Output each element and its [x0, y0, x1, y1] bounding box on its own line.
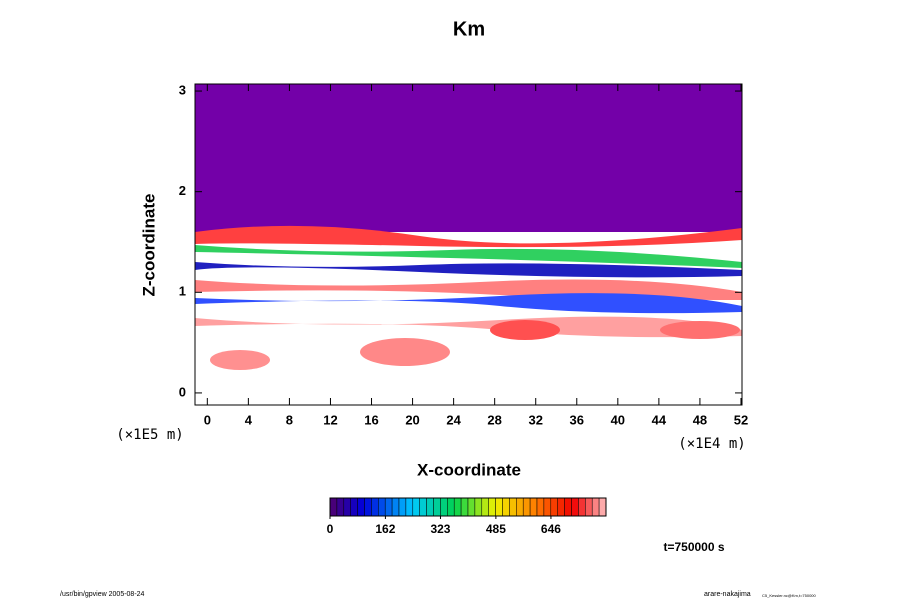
field: [194, 83, 743, 406]
colorbar-tick-label: 162: [375, 522, 395, 536]
colorbar-tick-label: 646: [541, 522, 561, 536]
chart-title: Km: [453, 18, 485, 40]
field-band: [195, 316, 742, 338]
colorbar-cell: [495, 497, 503, 517]
colorbar-cell: [522, 497, 531, 517]
field-band: [195, 293, 742, 314]
colorbar-cell: [502, 497, 510, 517]
field-blob: [660, 321, 740, 339]
field-band: [195, 225, 742, 248]
x-tick-label: 48: [693, 412, 707, 427]
colorbar-cell: [591, 497, 600, 517]
colorbar-cell: [564, 497, 572, 517]
x-tick-label: 52: [734, 412, 748, 427]
time-label: t=750000 s: [663, 540, 724, 554]
footer-right-small: C5_Kessler.nc@Km,t=750000: [762, 593, 817, 598]
x-tick-label: 0: [204, 412, 211, 427]
colorbar-cell: [460, 497, 469, 517]
colorbar-cell: [543, 497, 552, 517]
colorbar-cell: [364, 497, 372, 517]
y-tick-label: 2: [179, 183, 186, 198]
colorbar-tick-label: 485: [486, 522, 506, 536]
footer-left: /usr/bin/gpview 2005-08-24: [60, 591, 145, 598]
colorbar-cell: [419, 497, 427, 517]
colorbar-cell: [371, 497, 379, 517]
colorbar-cell: [405, 497, 414, 517]
colorbar-cell: [384, 497, 393, 517]
colorbar-cell: [529, 497, 538, 517]
x-tick-label: 12: [323, 412, 337, 427]
x-tick-label: 36: [570, 412, 584, 427]
x-axis-label: X-coordinate: [417, 460, 521, 479]
colorbar-cell: [488, 497, 496, 517]
colorbar-cell: [357, 497, 365, 517]
colorbar-cell: [433, 497, 441, 517]
colorbar-tick-label: 0: [327, 522, 334, 536]
colorbar-cell: [343, 497, 351, 517]
y-tick-label: 3: [179, 82, 186, 97]
colorbar-cell: [474, 497, 483, 517]
field-blob: [210, 350, 270, 370]
colorbar-cell: [412, 497, 420, 517]
field-upper: [195, 84, 742, 232]
x-tick-label: 44: [652, 412, 667, 427]
colorbar-cell: [571, 497, 579, 517]
footer-right: arare-nakajima: [704, 591, 751, 598]
colorbar-cell: [550, 497, 558, 517]
x-tick-label: 16: [364, 412, 378, 427]
colorbar-cell: [398, 497, 407, 517]
field-blob: [360, 338, 450, 366]
x-tick-label: 4: [245, 412, 253, 427]
field-band: [195, 245, 742, 268]
colorbar-cell: [467, 497, 476, 517]
colorbar-cell: [336, 497, 345, 517]
y-tick-label: 0: [179, 384, 186, 399]
x-unit: (×1E4 m): [678, 436, 745, 452]
colorbar-tick-label: 323: [430, 522, 450, 536]
colorbar-cell: [440, 497, 448, 517]
y-axis-label: Z-coordinate: [139, 194, 158, 297]
plot-frame: [194, 83, 743, 406]
y-unit: (×1E5 m): [116, 427, 183, 443]
colorbar-cell: [516, 497, 524, 517]
x-tick-label: 32: [528, 412, 542, 427]
colorbar-frame: [329, 497, 607, 517]
field-blob: [490, 320, 560, 340]
colorbar-cell: [481, 497, 489, 517]
colorbar-cell: [350, 497, 358, 517]
x-tick-label: 24: [446, 412, 461, 427]
x-tick-label: 20: [405, 412, 419, 427]
x-tick-label: 40: [611, 412, 625, 427]
colorbar-cell: [391, 497, 400, 517]
colorbar-cell: [378, 497, 386, 517]
y-tick-label: 1: [179, 284, 186, 299]
colorbar-cell: [453, 497, 462, 517]
colorbar-cell: [557, 497, 565, 517]
colorbar-cell: [598, 497, 607, 517]
field-band: [195, 262, 742, 278]
colorbar-cell: [509, 497, 517, 517]
colorbar-cell: [585, 497, 593, 517]
colorbar-cell: [578, 497, 586, 517]
colorbar-cell: [426, 497, 434, 517]
x-tick-label: 28: [487, 412, 501, 427]
colorbar-cell: [329, 497, 338, 517]
colorbar-cell: [447, 497, 455, 517]
colorbar-cell: [536, 497, 545, 517]
x-tick-label: 8: [286, 412, 293, 427]
